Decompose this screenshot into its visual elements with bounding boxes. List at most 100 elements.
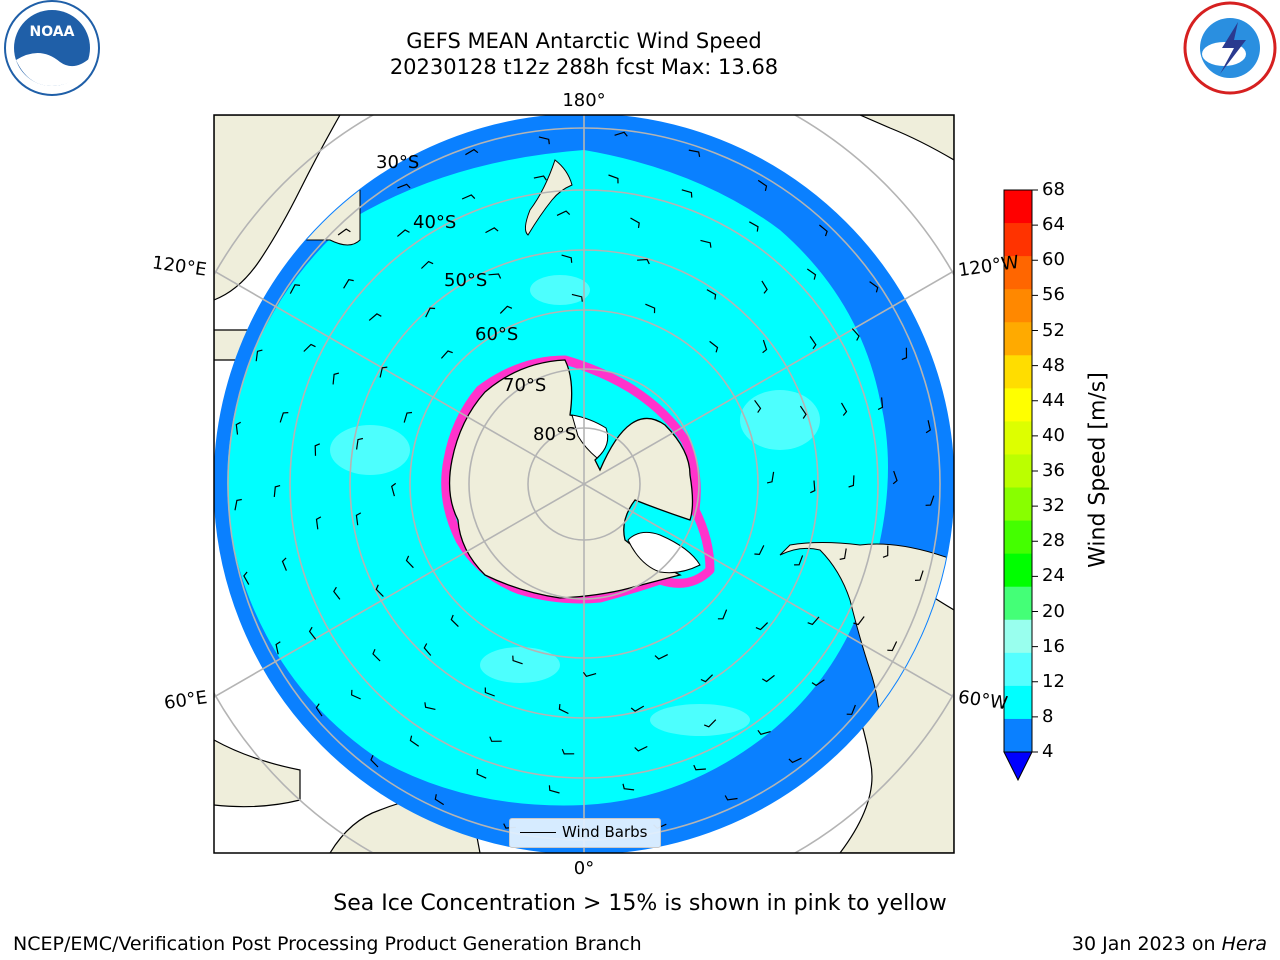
wind-barb (766, 471, 775, 484)
colorbar (1003, 189, 1038, 782)
wind-barb (853, 616, 865, 626)
wind-barb (424, 702, 436, 710)
wind-barb (634, 745, 648, 752)
wind-barb (811, 679, 825, 687)
colorbar-segment (1004, 190, 1032, 224)
footer-date: 30 Jan 2023 on Hera (1072, 933, 1267, 955)
wind-barb (425, 307, 436, 318)
wind-barb (901, 347, 908, 361)
legend-label: Wind Barbs (562, 823, 648, 841)
wind-barb (614, 131, 628, 137)
noaa-logo: NOAA (4, 0, 100, 96)
colorbar-segment (1004, 487, 1032, 522)
colorbar-segment (1004, 322, 1032, 356)
colorbar-segment (1004, 718, 1032, 753)
wind-barb (332, 372, 340, 385)
colorbar-tick-label: 12 (1042, 670, 1065, 692)
wind-barb (356, 437, 364, 450)
wind-barb (709, 340, 719, 353)
colorbar-tick-label: 60 (1042, 249, 1065, 271)
wind-barb (848, 475, 855, 488)
wind-barb (556, 210, 571, 216)
colorbar-label: Wind Speed [m/s] (1085, 372, 1111, 568)
colorbar-tick-label: 36 (1042, 460, 1065, 481)
wind-barb (243, 571, 250, 585)
wind-barb (434, 794, 445, 806)
wind-barb (375, 584, 384, 597)
wind-barb (717, 609, 728, 620)
wind-barb (809, 336, 817, 350)
colorbar-tick-label: 32 (1042, 495, 1065, 517)
wind-barb (423, 643, 432, 656)
wind-barb (755, 622, 769, 631)
wind-barb (700, 239, 712, 248)
wind-barb (488, 273, 502, 279)
wind-barb (799, 405, 807, 419)
wind-barb (703, 719, 717, 728)
wind-barb (558, 704, 569, 715)
wind-barb (465, 148, 479, 156)
wind-barb (582, 671, 597, 677)
colorbar-segment (1004, 256, 1032, 290)
wind-barb (538, 136, 550, 145)
wind-barbs (234, 131, 935, 839)
wind-barb (409, 735, 420, 747)
colorbar-segment (1004, 586, 1032, 621)
wind-barb (337, 228, 351, 236)
wind-barb (637, 258, 650, 265)
wind-barb (275, 641, 281, 655)
colorbar-segment (1004, 619, 1032, 654)
colorbar-segment (1004, 223, 1032, 257)
colorbar-tick-label: 8 (1042, 705, 1054, 727)
lat-label-50s: 50°S (444, 270, 488, 291)
wind-barb (840, 402, 848, 416)
colorbar-tick-label: 44 (1042, 389, 1065, 411)
lat-label-80s: 80°S (533, 424, 577, 445)
wind-barb (810, 480, 816, 494)
wind-barb (372, 649, 381, 662)
colorbar-tick-label: 4 (1042, 741, 1054, 762)
wind-barb (420, 260, 434, 269)
wind-barb (700, 674, 714, 683)
wind-barb (724, 795, 738, 801)
wind-barb (688, 149, 701, 158)
wind-barb (681, 189, 693, 198)
colorbar-tick-label: 64 (1042, 214, 1065, 236)
wind-barb (645, 303, 656, 314)
colorbar-segment (1004, 388, 1032, 422)
wind-barb (450, 614, 459, 628)
wind-barb (315, 703, 323, 717)
wind-barb (368, 313, 382, 321)
colorbar-tick-label: 28 (1042, 530, 1065, 552)
wind-barb (757, 729, 771, 735)
lon-label-180: 180° (562, 90, 606, 111)
colorbar-tick-label: 40 (1042, 424, 1065, 446)
lat-label-40s: 40°S (413, 212, 457, 233)
wind-barb (499, 305, 513, 314)
wind-barb (343, 279, 354, 289)
colorbar-segment (1004, 652, 1032, 687)
footer-host: Hera (1221, 933, 1267, 955)
colorbar-tick-label: 24 (1042, 565, 1065, 587)
wind-barb (485, 227, 499, 234)
wind-barb (630, 705, 645, 712)
title-line-1: GEFS MEAN Antarctic Wind Speed (406, 29, 762, 53)
wind-barb (914, 570, 924, 581)
wind-barb (350, 689, 361, 700)
wind-barb (571, 293, 583, 302)
colorbar-segment (1004, 289, 1032, 323)
nws-logo (1183, 1, 1277, 95)
wind-barb (754, 399, 762, 413)
wind-barb (379, 366, 388, 378)
wind-barb (788, 757, 802, 764)
colorbar-extend-arrow (1003, 751, 1033, 782)
wind-barb (255, 349, 263, 362)
colorbar-tick-label: 56 (1042, 284, 1065, 306)
wind-barb (314, 443, 321, 456)
wind-barb (757, 179, 768, 192)
wind-barb (887, 641, 898, 652)
wind-barb (794, 555, 804, 566)
wind-barb (281, 557, 287, 571)
colorbar-tick-label: 20 (1042, 600, 1065, 622)
